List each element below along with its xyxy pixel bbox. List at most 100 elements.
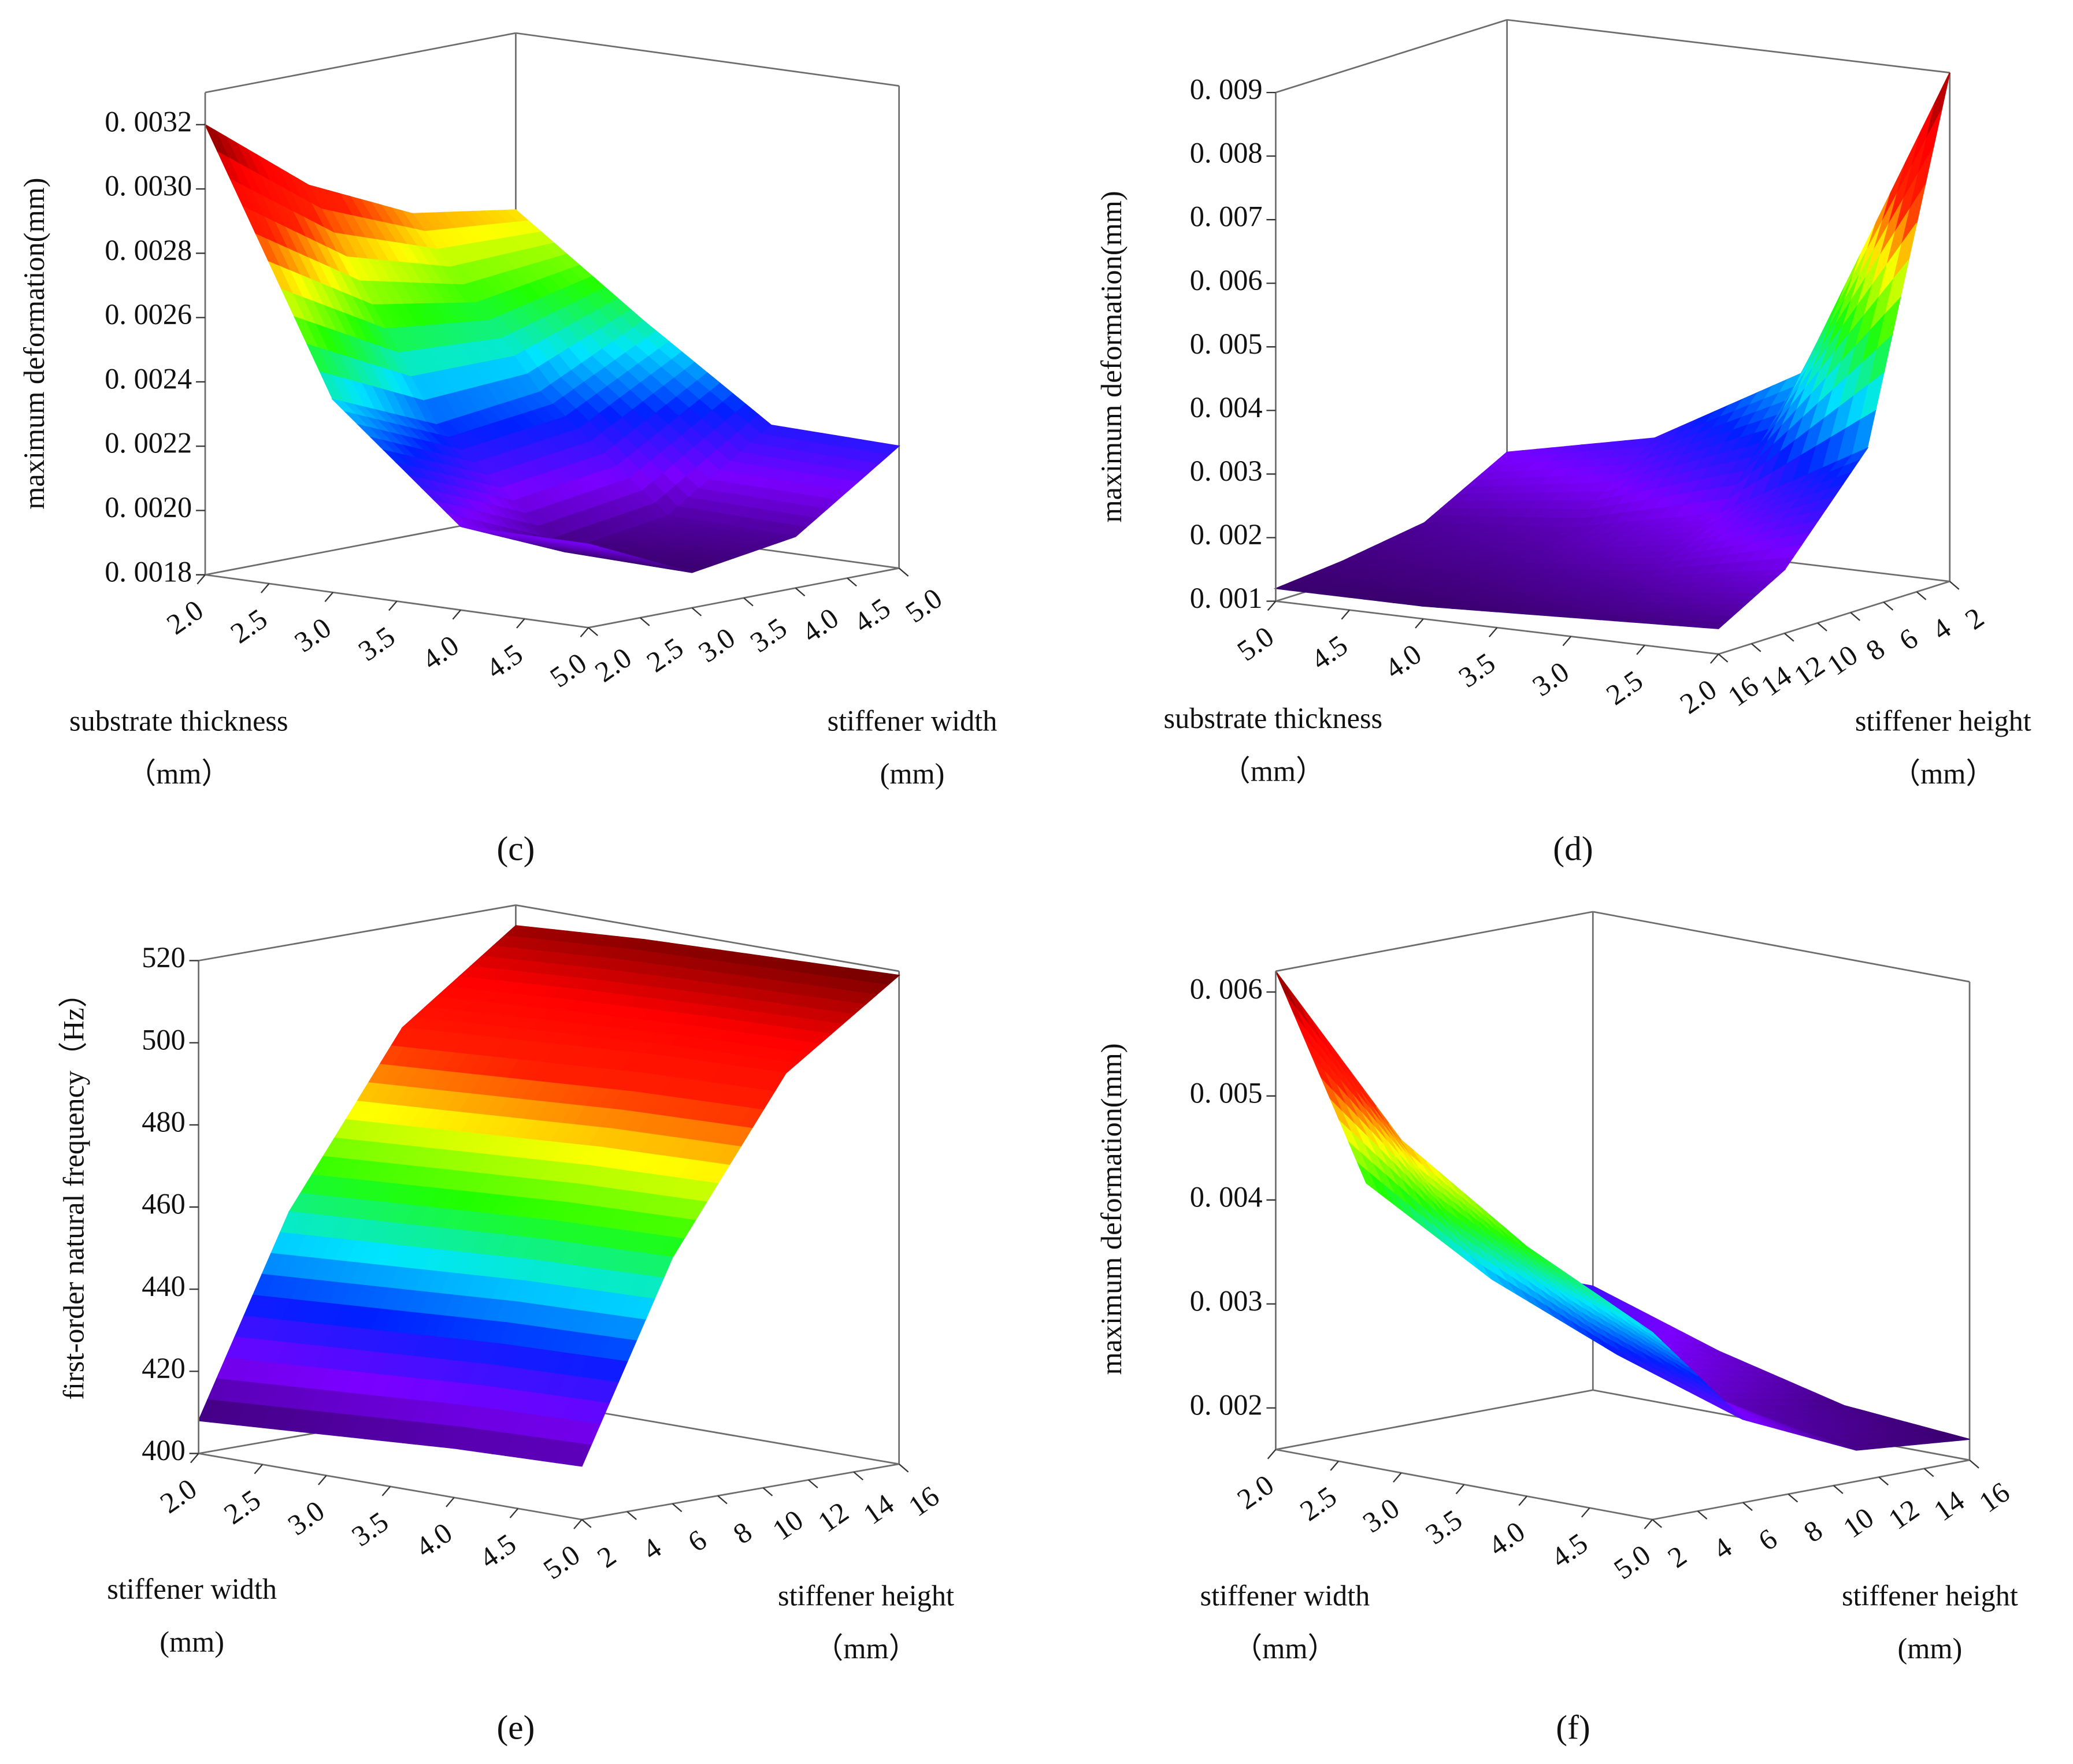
z-tick-label: 0. 0032 [105, 105, 192, 138]
panel-label: (c) [496, 830, 535, 868]
y-tick-label: 10 [1837, 1501, 1879, 1544]
y-tick [1817, 622, 1827, 632]
x-tick-label: 2.5 [1600, 664, 1649, 711]
x-tick-label: 4.5 [1545, 1527, 1594, 1574]
x-tick [509, 1508, 519, 1518]
y-tick-label: 14 [857, 1487, 899, 1531]
y-tick [1878, 1476, 1889, 1486]
x-tick [1455, 1484, 1465, 1495]
box-line [1507, 18, 1950, 74]
box-line [1593, 911, 1970, 983]
x-tick-label: 3.5 [346, 1505, 394, 1553]
z-tick-label: 0. 004 [1190, 1180, 1263, 1213]
x-tick [573, 1519, 583, 1529]
y-tick [1751, 643, 1762, 652]
y-tick-label: 3.5 [744, 611, 793, 659]
box-line [516, 32, 899, 87]
y-tick-label: 4 [636, 1531, 667, 1566]
y-axis [581, 1463, 899, 1521]
y-tick-label: 2 [1959, 601, 1990, 636]
x-tick-label: 4.5 [473, 1527, 522, 1574]
y-tick-label: 2 [591, 1539, 622, 1574]
y-tick [1883, 601, 1894, 611]
y-tick-label: 2.5 [641, 631, 689, 678]
z-tick-label: 0. 0018 [105, 555, 192, 588]
x-tick-label: 2.5 [1294, 1480, 1343, 1527]
y-tick-label: 2 [1662, 1539, 1692, 1574]
x-tick [190, 1453, 199, 1464]
y-tick-label: 14 [1928, 1484, 1970, 1527]
z-axis-label: maximum deformation(mm) [1095, 1043, 1128, 1375]
y-axis-label: stiffener height [1855, 705, 2031, 737]
box-line [205, 32, 516, 94]
y-tick-label: 8 [1798, 1514, 1829, 1548]
z-tick-label: 460 [142, 1188, 185, 1220]
y-tick [1850, 612, 1860, 621]
y-tick [717, 1495, 728, 1505]
z-tick-label: 0. 003 [1190, 1284, 1263, 1317]
y-tick-label: 12 [812, 1495, 854, 1539]
x-tick [1330, 1461, 1339, 1471]
z-tick-label: 520 [142, 941, 185, 974]
x-tick-label: 4.5 [480, 637, 529, 685]
x-axis-label: stiffener width [107, 1573, 277, 1605]
x-tick-label: 2.0 [154, 1472, 203, 1520]
x-tick-label: 5.0 [1231, 620, 1280, 667]
x-tick [446, 1497, 455, 1507]
surface-patch [575, 541, 599, 548]
y-tick [1652, 1519, 1662, 1528]
y-axis [1718, 580, 1950, 655]
x-tick-label: 2.0 [161, 593, 209, 641]
x-tick [1562, 636, 1572, 647]
x-tick [196, 574, 206, 585]
z-tick-label: 420 [142, 1352, 185, 1384]
x-axis-label: （mm） [127, 757, 231, 790]
z-tick-label: 0. 004 [1190, 391, 1263, 424]
z-tick-label: 440 [142, 1270, 185, 1302]
x-tick-label: 4.0 [416, 629, 465, 676]
y-tick [853, 1471, 864, 1481]
panel-label: (f) [1556, 1708, 1590, 1746]
box-line [1275, 18, 1508, 94]
z-tick-label: 0. 003 [1190, 455, 1263, 487]
y-tick [1742, 1502, 1753, 1512]
x-tick-label: 5.0 [537, 1538, 586, 1585]
x-tick [1709, 653, 1719, 664]
y-tick [691, 607, 702, 617]
y-axis [1652, 1459, 1970, 1521]
x-axis-label: （mm） [1221, 755, 1325, 788]
y-tick-label: 16 [1973, 1476, 2015, 1519]
x-tick [1341, 610, 1350, 620]
x-tick-label: 2.0 [1231, 1468, 1280, 1516]
y-axis-label: stiffener height [778, 1580, 954, 1612]
x-tick-label: 4.0 [1482, 1515, 1531, 1562]
y-tick-label: 16 [903, 1480, 945, 1523]
x-axis-label: substrate thickness [69, 705, 288, 737]
x-axis-label: （mm） [1233, 1632, 1337, 1665]
y-tick [808, 1479, 818, 1488]
x-tick-label: 5.0 [1608, 1538, 1656, 1585]
z-tick-label: 0. 005 [1190, 1076, 1263, 1109]
x-tick-label: 5.0 [544, 647, 592, 694]
panel-label: (e) [496, 1708, 535, 1746]
x-tick [1644, 1519, 1653, 1529]
y-tick [1969, 1460, 1979, 1469]
x-tick [1636, 645, 1645, 655]
y-tick [1923, 1468, 1934, 1477]
y-tick [1784, 633, 1794, 642]
y-tick [762, 1487, 773, 1496]
y-tick [1697, 1510, 1708, 1520]
x-tick [1581, 1507, 1590, 1518]
z-tick-label: 0. 0028 [105, 234, 192, 266]
y-axis-label: stiffener width [828, 705, 997, 737]
x-tick-label: 4.0 [410, 1516, 458, 1564]
z-tick-label: 480 [142, 1105, 185, 1138]
y-tick [1833, 1485, 1844, 1494]
x-axis-label: (mm) [160, 1626, 224, 1658]
surface-plot: 0. 001 0. 002 0. 003 0. 004 0. 005 0. 006 0. 0… [1095, 18, 2031, 868]
surface-patch [1926, 72, 1950, 139]
surface-patch [1275, 971, 1298, 1009]
y-tick [640, 617, 650, 626]
y-tick [898, 567, 909, 577]
